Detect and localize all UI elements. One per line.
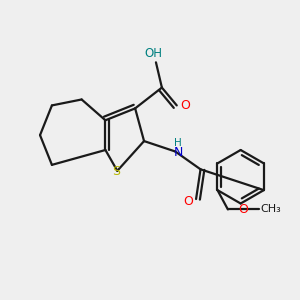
Text: O: O (238, 203, 248, 216)
Text: OH: OH (145, 47, 163, 61)
Text: O: O (180, 99, 190, 112)
Text: CH₃: CH₃ (260, 204, 281, 214)
Text: H: H (174, 138, 182, 148)
Text: N: N (173, 146, 183, 160)
Text: S: S (112, 165, 120, 178)
Text: O: O (184, 195, 194, 208)
